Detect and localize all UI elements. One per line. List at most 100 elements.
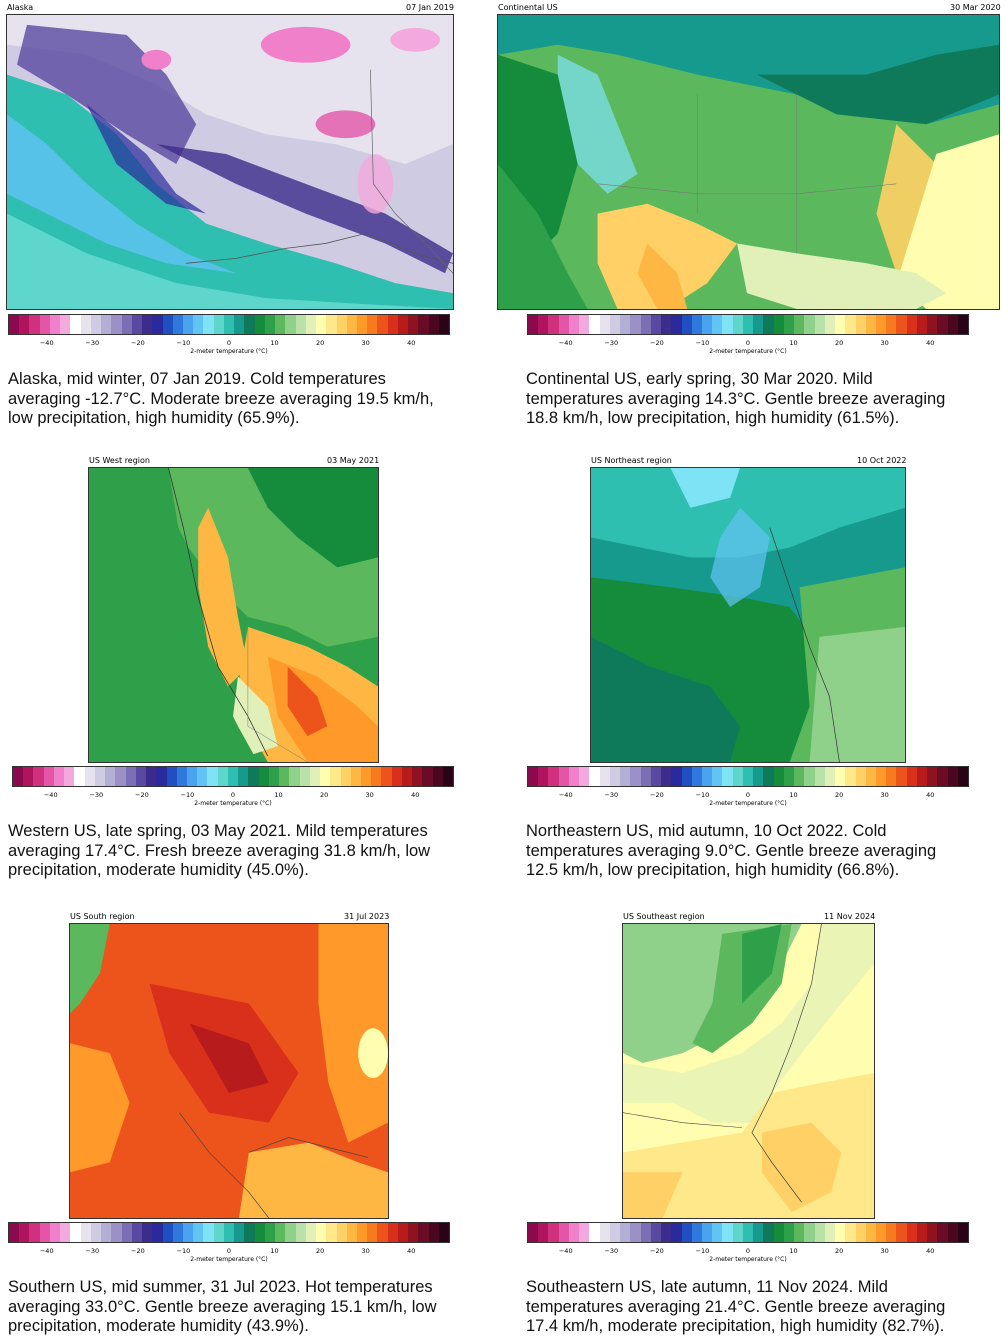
colorbar-tick-label: −20 (650, 791, 664, 799)
colorbar-ticks: −40 −30 −20 −10 0 10 20 30 40 (12, 791, 454, 801)
colorbar-swatch (223, 315, 235, 334)
colorbar-swatch (275, 1223, 286, 1242)
colorbar-swatch (630, 1223, 641, 1242)
colorbar-swatch (299, 767, 310, 786)
colorbar-swatch (824, 1223, 836, 1242)
colorbar-swatch (640, 1223, 651, 1242)
colorbar-tick-label: −20 (131, 339, 145, 347)
caption-line: 17.4 km/h, moderate precipitation, high … (526, 1317, 945, 1335)
colorbar-swatch (630, 767, 641, 786)
colorbar-swatch (865, 767, 876, 786)
caption-line: averaging 33.0°C. Gentle breeze averagin… (8, 1297, 437, 1316)
colorbar-swatch (712, 315, 723, 334)
colorbar-swatch (947, 767, 958, 786)
colorbar-tick-label: 20 (834, 339, 844, 347)
colorbar-swatch (528, 315, 539, 334)
colorbar-swatch (131, 1223, 143, 1242)
colorbar-swatch (947, 315, 958, 334)
colorbar-swatch (814, 1223, 825, 1242)
colorbar-tick-label: −10 (176, 1247, 191, 1255)
caption-line: Alaska, mid winter, 07 Jan 2019. Cold te… (8, 370, 386, 388)
map-caption: Southeastern US, late autumn, 11 Nov 202… (526, 1278, 945, 1337)
caption-line: 12.5 km/h, low precipitation, high humid… (526, 861, 900, 879)
colorbar-swatch (783, 1223, 795, 1242)
colorbar-swatch (845, 315, 856, 334)
colorbar-swatch (101, 1223, 112, 1242)
colorbar-swatch (105, 767, 116, 786)
map-caption: Northeastern US, mid autumn, 10 Oct 2022… (526, 822, 936, 881)
colorbar-swatch (305, 1223, 317, 1242)
colorbar-swatch (773, 1223, 784, 1242)
colorbar-swatch (197, 767, 208, 786)
caption-line: temperatures averaging 9.0°C. Gentle bre… (526, 841, 937, 860)
colorbar-swatch (528, 1223, 539, 1242)
colorbar-swatch (824, 315, 836, 334)
colorbar-tick-label: 10 (270, 1247, 279, 1255)
colorbar-swatch (412, 767, 423, 786)
colorbar-swatch (64, 767, 75, 786)
colorbar-swatch (916, 315, 928, 334)
colorbar-swatch (671, 767, 682, 786)
colorbar-swatch (360, 767, 372, 786)
colorbar-tick-label: −40 (39, 339, 54, 347)
temperature-colorbar (8, 314, 450, 335)
colorbar-swatch (753, 315, 764, 334)
colorbar-swatch (39, 315, 50, 334)
caption-line: precipitation, moderate humidity (45.0%)… (8, 861, 309, 879)
colorbar-swatch (620, 767, 631, 786)
colorbar-tick-label: 0 (230, 791, 236, 799)
colorbar-swatch (886, 315, 897, 334)
colorbar-swatch (609, 1223, 621, 1242)
colorbar-swatch (320, 767, 331, 786)
colorbar-swatch (203, 315, 214, 334)
colorbar-swatch (428, 1223, 439, 1242)
colorbar-tick-label: 40 (926, 791, 935, 799)
caption-line: Northeastern US, mid autumn, 10 Oct 2022… (526, 822, 887, 840)
colorbar-tick-label: −30 (85, 339, 100, 347)
colorbar-swatch (701, 1223, 713, 1242)
colorbar-swatch (875, 1223, 887, 1242)
colorbar-label: 2-meter temperature (°C) (709, 1256, 787, 1263)
colorbar-swatch (558, 315, 569, 334)
temperature-map-continental-us (497, 14, 1000, 310)
colorbar-swatch (146, 767, 157, 786)
colorbar-swatch (254, 315, 265, 334)
colorbar-swatch (213, 1223, 224, 1242)
colorbar-tick-label: 30 (365, 791, 374, 799)
colorbar-swatch (244, 315, 255, 334)
colorbar-swatch (681, 1223, 692, 1242)
colorbar-swatch (326, 1223, 337, 1242)
temperature-colorbar (12, 766, 454, 787)
map-date: 31 Jul 2023 (344, 912, 390, 921)
colorbar-swatch (620, 1223, 631, 1242)
colorbar-swatch (568, 315, 580, 334)
colorbar-swatch (111, 315, 122, 334)
colorbar-swatch (957, 315, 969, 334)
temperature-colorbar (8, 1222, 450, 1243)
colorbar-tick-label: 10 (789, 1247, 798, 1255)
colorbar-swatch (927, 1223, 938, 1242)
colorbar-swatch (661, 315, 672, 334)
colorbar-swatch (125, 767, 136, 786)
colorbar-swatch (223, 1223, 235, 1242)
colorbar-swatch (9, 1223, 20, 1242)
temperature-colorbar (527, 766, 969, 787)
colorbar-swatch (268, 767, 280, 786)
colorbar-tick-label: −30 (604, 791, 619, 799)
colorbar-swatch (217, 767, 228, 786)
colorbar-swatch (630, 315, 641, 334)
colorbar-swatch (295, 315, 306, 334)
colorbar-swatch (275, 315, 286, 334)
colorbar-swatch (599, 767, 610, 786)
caption-line: temperatures averaging 21.4°C. Gentle br… (526, 1297, 946, 1316)
colorbar-swatch (794, 315, 805, 334)
colorbar-swatch (845, 767, 856, 786)
colorbar-swatch (937, 1223, 948, 1242)
colorbar-tick-label: 30 (880, 791, 889, 799)
colorbar-swatch (875, 767, 887, 786)
colorbar-swatch (9, 315, 20, 334)
colorbar-swatch (558, 767, 569, 786)
colorbar-swatch (397, 1223, 409, 1242)
colorbar-swatch (927, 315, 938, 334)
colorbar-swatch (135, 767, 147, 786)
